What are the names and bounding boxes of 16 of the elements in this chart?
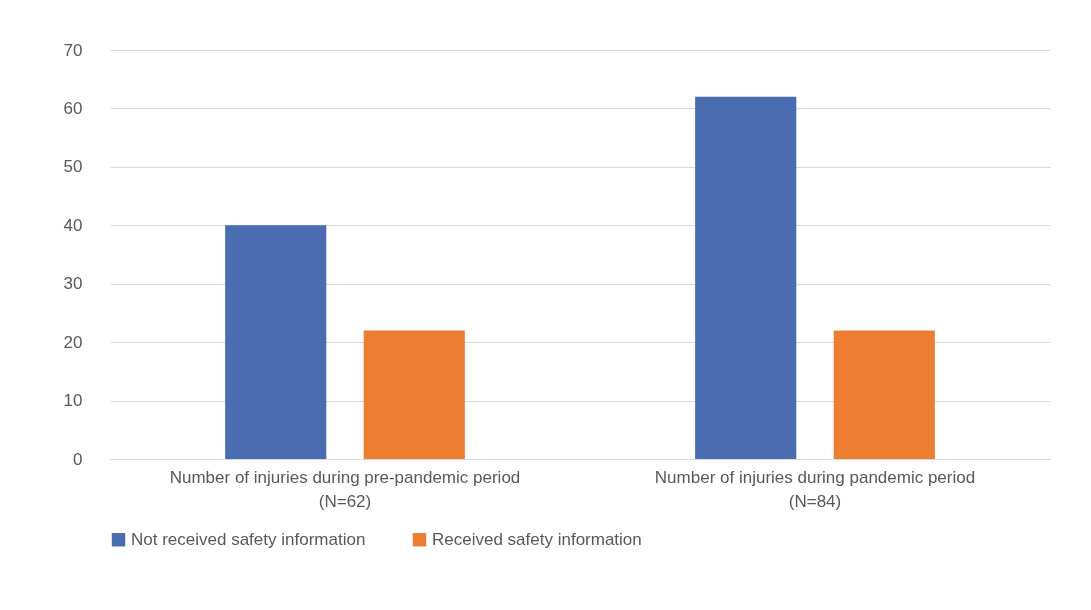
y-tick-label: 10: [63, 391, 83, 411]
y-tick-label: 50: [63, 157, 83, 177]
y-tick-label: 0: [73, 449, 83, 469]
legend-label: Received safety information: [432, 529, 642, 549]
y-tick-label: 70: [63, 40, 83, 60]
x-tick-label: Number of injuries during pre-pandemic period (N=62): [169, 467, 521, 511]
y-tick-label: 30: [63, 274, 83, 294]
bar: [363, 330, 465, 459]
y-tick-label: 60: [63, 98, 83, 118]
bar: [833, 330, 935, 459]
y-tick-label: 20: [63, 332, 83, 352]
bar: [225, 225, 327, 459]
x-tick-label: Number of injuries during pandemic period (N=84): [654, 467, 976, 511]
y-tick-label: 40: [63, 215, 83, 235]
legend-label: Not received safety information: [131, 529, 366, 549]
bar: [695, 96, 797, 459]
